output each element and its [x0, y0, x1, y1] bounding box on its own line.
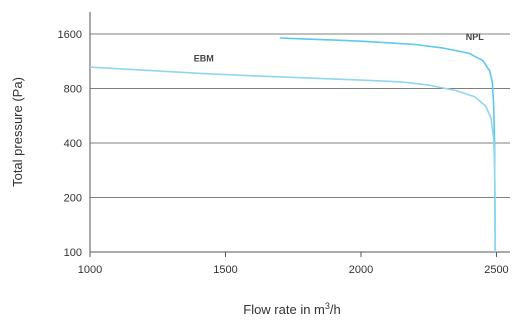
- tick-labels: 100 200 400 800 1600 1000 1500 2000 2500: [58, 29, 509, 276]
- series-label-ebm: EBM: [194, 53, 214, 63]
- gridlines: [90, 33, 510, 253]
- x-tick-label-2000: 2000: [349, 264, 373, 276]
- y-tick-label-400: 400: [64, 138, 82, 150]
- x-tick-label-1500: 1500: [213, 264, 237, 276]
- y-tick-label-800: 800: [64, 84, 82, 96]
- x-tick-label-1000: 1000: [78, 264, 102, 276]
- y-axis-title: Total pressure (Pa): [10, 77, 25, 187]
- series-labels: NPL EBM: [194, 32, 484, 63]
- y-tick-label-200: 200: [64, 193, 82, 205]
- series-lines: [89, 37, 497, 253]
- axes: [89, 12, 510, 257]
- series-line-npl: [279, 37, 496, 252]
- x-axis-title-suffix: /h: [330, 302, 341, 317]
- series-label-npl: NPL: [466, 32, 485, 42]
- series-line-ebm: [89, 66, 497, 253]
- x-axis-title-superscript: 3: [325, 301, 330, 311]
- x-tick-label-2500: 2500: [484, 264, 508, 276]
- x-axis-title: Flow rate in m3/h: [243, 301, 341, 317]
- y-tick-label-1600: 1600: [58, 29, 82, 41]
- y-tick-label-100: 100: [64, 247, 82, 259]
- x-axis-title-main: Flow rate in m: [243, 302, 325, 317]
